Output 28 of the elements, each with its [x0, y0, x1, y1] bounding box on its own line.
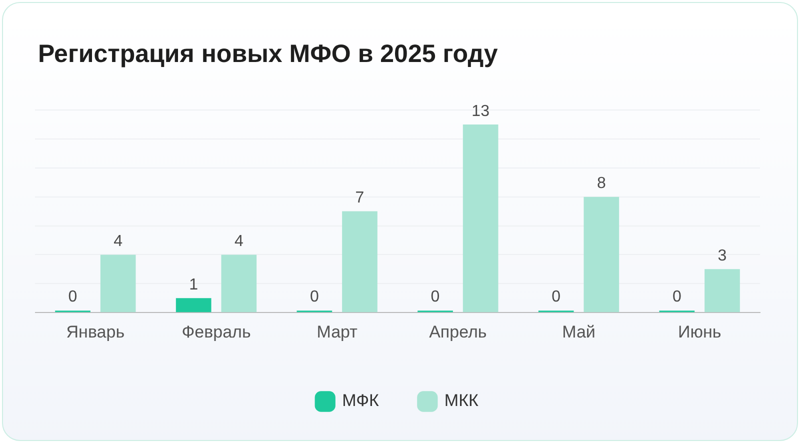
- bar: [176, 298, 212, 312]
- data-label: 0: [68, 288, 78, 306]
- data-label: 0: [672, 288, 682, 306]
- bar: [342, 211, 378, 312]
- data-label: 3: [718, 248, 727, 265]
- bar: [584, 196, 620, 312]
- data-label: 4: [234, 233, 244, 250]
- bar: [100, 254, 136, 312]
- data-label: 0: [310, 288, 319, 306]
- data-label: 8: [596, 175, 606, 192]
- x-tick-label: Февраль: [182, 322, 251, 342]
- bar: [221, 254, 257, 312]
- data-label: 7: [355, 190, 364, 207]
- x-tick-label: Апрель: [429, 322, 487, 342]
- x-tick-label: Март: [316, 322, 358, 342]
- data-label: 4: [114, 233, 123, 250]
- data-label: 13: [472, 102, 490, 120]
- legend-label: МФК: [342, 391, 380, 410]
- x-tick-label: Январь: [66, 322, 125, 342]
- bar: [704, 269, 740, 312]
- bar: [462, 124, 498, 312]
- x-tick-label: Май: [562, 322, 596, 342]
- data-label: 0: [430, 288, 440, 306]
- x-tick-label: Июнь: [678, 322, 722, 342]
- data-label: 1: [189, 276, 198, 294]
- data-label: 0: [552, 288, 561, 306]
- legend-label: МКК: [444, 391, 478, 410]
- chart-title: Регистрация новых МФО в 2025 году: [38, 40, 498, 69]
